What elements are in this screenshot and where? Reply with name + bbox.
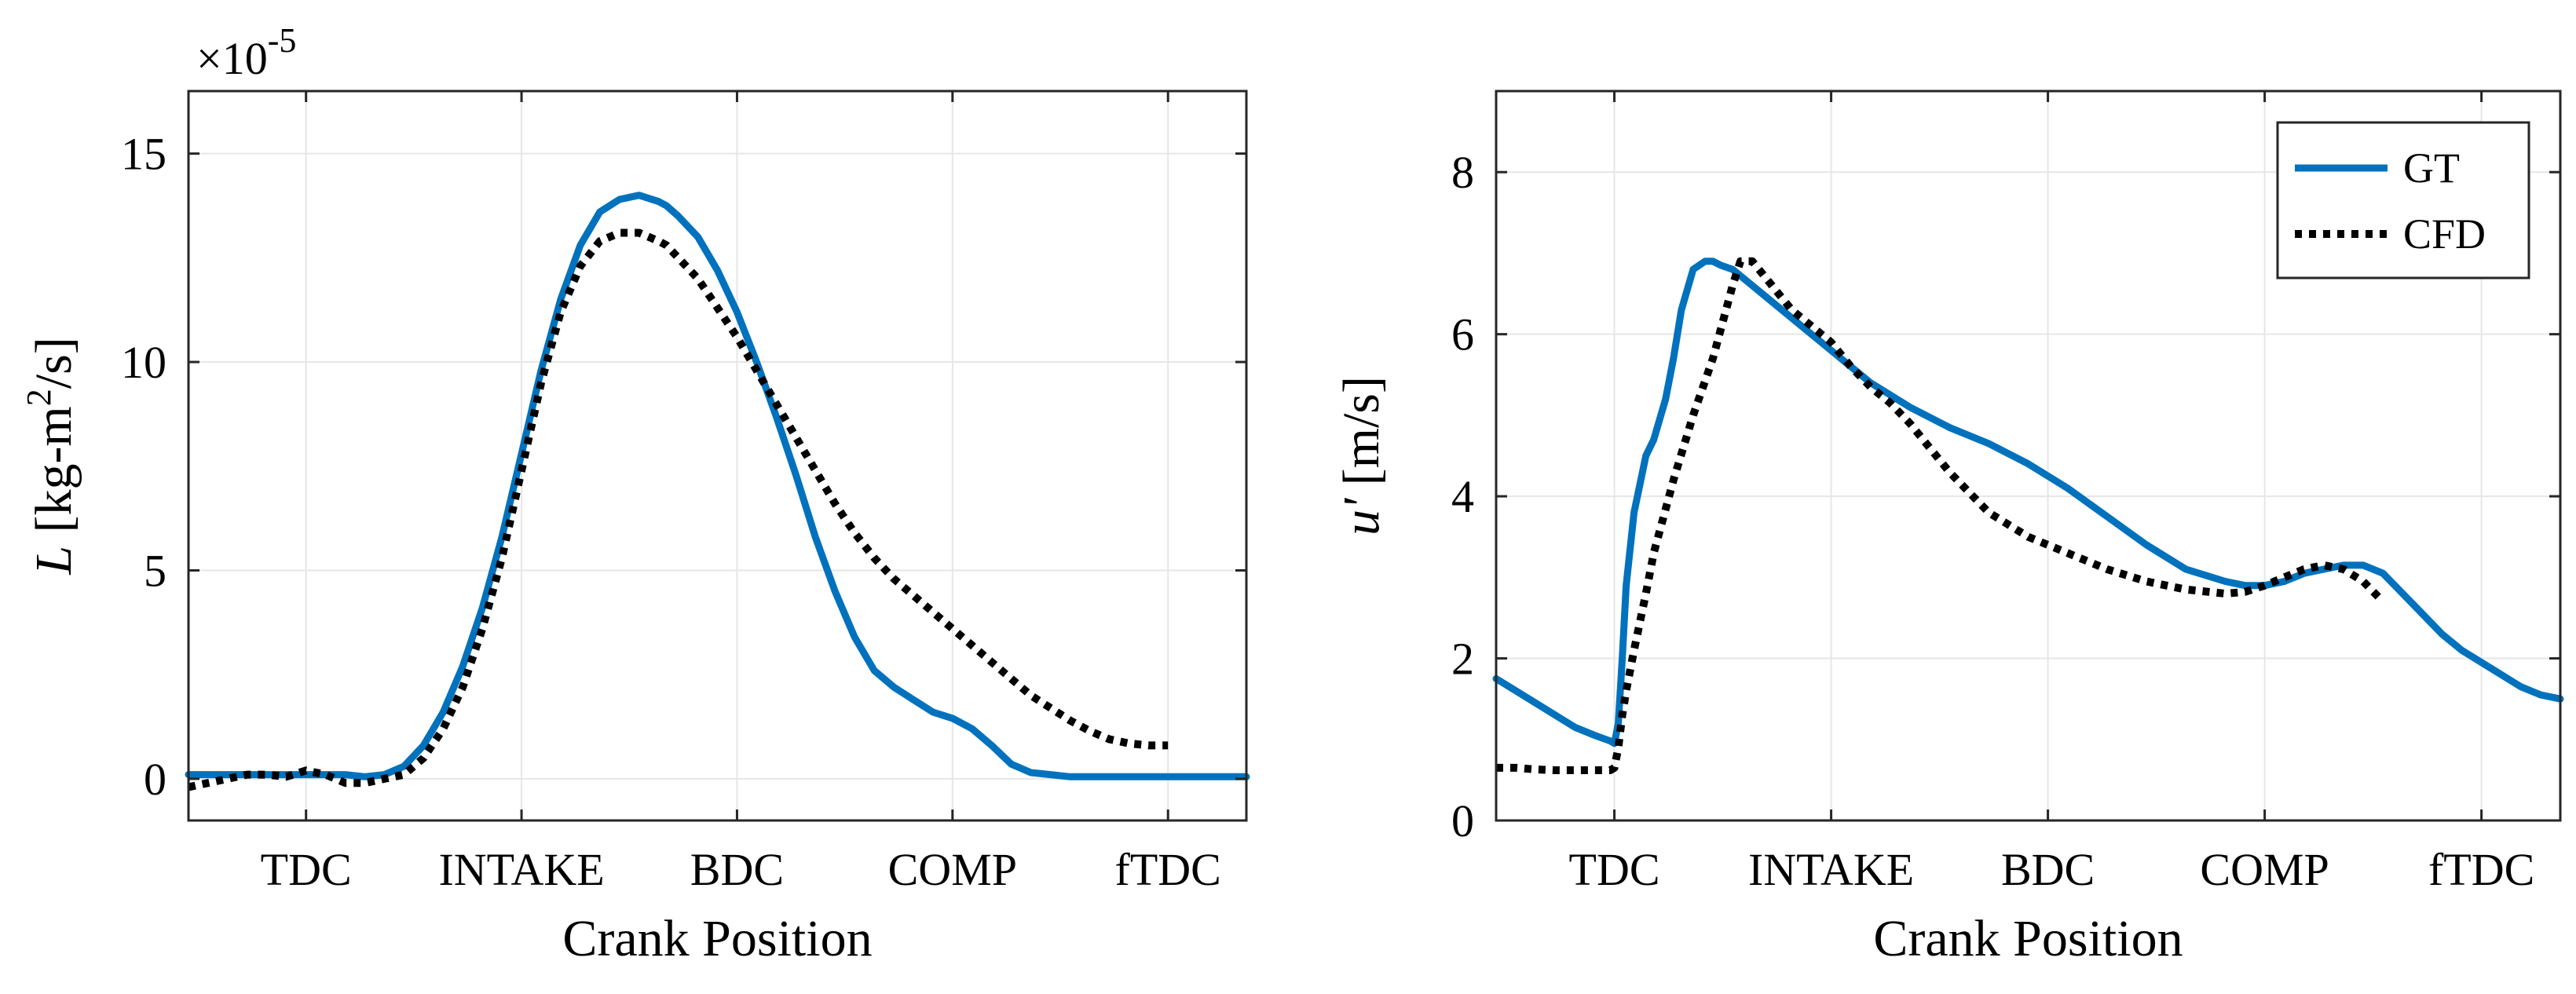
- legend-label-gt: GT: [2403, 144, 2460, 192]
- x-axis-label: Crank Position: [1873, 910, 2183, 967]
- y-axis-label-unit: [kg-m: [25, 406, 82, 546]
- x-axis-label: Crank Position: [562, 910, 872, 967]
- left-plot-L: TDC INTAKE BDC COMP fTDC 0 5 10 15 Crank Position…: [20, 21, 1250, 967]
- y-tick-label: 2: [1451, 634, 1474, 685]
- y-exponent-label: ×10-5: [196, 21, 296, 84]
- y-tick-label: 0: [144, 754, 166, 805]
- x-tick-label: TDC: [261, 844, 352, 895]
- x-tick-label: BDC: [2001, 844, 2095, 895]
- axes-frame: [1495, 90, 2562, 822]
- y-tick-label: 15: [121, 129, 166, 180]
- x-tick-label: fTDC: [2428, 844, 2534, 895]
- x-tick-label: BDC: [690, 844, 784, 895]
- y-axis-label: L [kg-m2/s]: [20, 337, 82, 576]
- y-tick-label: 0: [1451, 795, 1474, 846]
- x-tick-label: fTDC: [1115, 844, 1221, 895]
- y-tick-label: 4: [1451, 471, 1474, 522]
- y-axis-label-symbol: L: [25, 546, 82, 576]
- y-axis-label-symbol: u': [1333, 497, 1390, 535]
- legend-label-cfd: CFD: [2403, 210, 2486, 258]
- y-axis-label-unit: [m/s]: [1333, 376, 1390, 499]
- y-tick-label: 8: [1451, 147, 1474, 198]
- legend: GT CFD: [2276, 121, 2530, 280]
- y-axis-label: u' [m/s]: [1333, 376, 1390, 535]
- x-tick-label: INTAKE: [438, 844, 604, 895]
- y-tick-label: 5: [144, 545, 166, 596]
- y-tick-label: 6: [1451, 309, 1474, 360]
- right-plot-u-prime: TDC INTAKE BDC COMP fTDC 0 2 4 6 8 Crank Position u…: [1333, 90, 2564, 967]
- y-tick-label: 10: [121, 337, 166, 388]
- y-exponent-power: -5: [268, 21, 297, 60]
- x-tick-label: COMP: [888, 844, 1017, 895]
- series-line-cfd: [1496, 257, 2386, 774]
- axes-frame: [187, 90, 1248, 822]
- x-tick-label: COMP: [2200, 844, 2329, 895]
- legend-box: [2276, 121, 2530, 280]
- series-line-gt: [185, 192, 1250, 780]
- y-axis-label-superscript: 2: [20, 389, 58, 406]
- series-line-cfd: [187, 228, 1169, 791]
- x-tick-label: INTAKE: [1748, 844, 1914, 895]
- x-tick-label: TDC: [1569, 844, 1660, 895]
- y-axis-label-unit-end: /s]: [25, 337, 82, 389]
- y-exponent-base: ×10: [196, 33, 268, 84]
